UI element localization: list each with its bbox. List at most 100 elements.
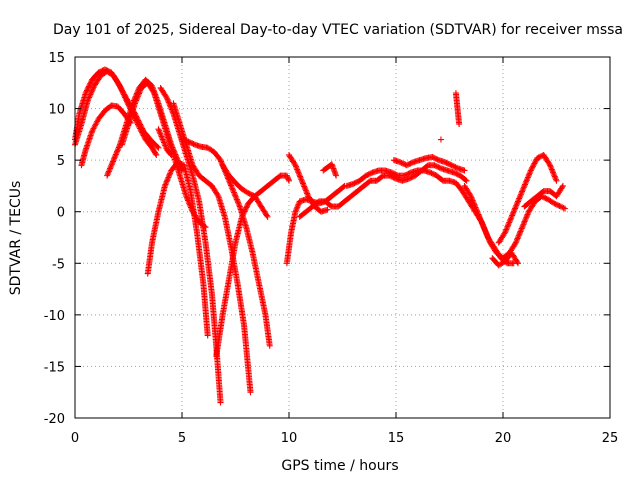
data-point [534,155,541,162]
data-point [512,240,519,247]
data-point [124,97,131,104]
data-point [304,190,311,197]
data-point [187,139,194,146]
data-point [112,151,119,158]
data-point [512,205,519,212]
data-point [401,172,408,179]
data-point [96,68,103,75]
x-tick-label-5: 25 [602,431,619,446]
data-point [553,201,560,208]
data-point [388,169,395,176]
data-point [137,121,144,128]
data-point [401,161,408,168]
sat-track-24 [521,182,566,210]
data-point [303,189,310,196]
data-point [552,174,559,181]
data-point [456,121,463,128]
data-point [236,202,243,209]
data-point [503,225,510,232]
data-point [473,205,480,212]
sat-track-14 [286,151,331,215]
data-point [111,155,118,162]
data-point [183,193,190,200]
data-point [516,229,523,236]
y-tick-label-1: -15 [44,360,65,375]
data-point [103,66,110,73]
data-point [546,161,553,168]
data-point [108,162,115,169]
x-axis-title: GPS time / hours [281,458,398,474]
data-point [473,207,480,214]
data-point [85,83,92,90]
data-point [470,198,477,205]
data-point [136,89,143,96]
data-point [166,171,173,178]
data-point [523,178,530,185]
data-point [520,185,527,192]
data-point [483,231,490,238]
data-point [121,92,128,99]
data-point [163,93,170,100]
data-point [82,90,89,97]
data-point [94,118,101,125]
data-point [164,175,171,182]
data-point [165,99,172,106]
data-point [517,192,524,199]
data-point [514,258,521,265]
data-point [452,170,459,177]
data-point [88,88,95,95]
y-tick-label-3: -5 [52,257,65,272]
data-point [178,161,185,168]
data-point [531,160,538,167]
data-point [431,155,438,162]
data-point [519,222,526,229]
data-point [521,218,528,225]
data-point [226,179,233,186]
data-point [165,174,172,181]
data-point [530,161,537,168]
data-point [523,212,530,219]
data-point [476,214,483,221]
data-point [363,172,370,179]
data-point [297,174,304,181]
data-point [505,220,512,227]
data-point [114,148,121,155]
data-point [84,86,91,93]
data-point [119,87,126,94]
data-point [115,145,122,152]
data-point [529,163,536,170]
data-point [529,164,536,171]
data-point [470,200,477,207]
data-point [477,217,484,224]
data-point [429,170,436,177]
data-point [89,126,96,133]
data-point [302,187,309,194]
x-tick-label-3: 15 [388,431,405,446]
data-point [559,204,566,211]
data-point [475,211,482,218]
data-point [109,158,116,165]
data-point [511,206,518,213]
data-point [101,66,108,73]
data-point [451,163,458,170]
data-point [527,167,534,174]
data-point [501,230,508,237]
data-point [104,172,111,179]
data-point [244,203,251,210]
data-point [107,165,114,172]
data-point [505,222,512,229]
data-point [232,192,239,199]
data-point [427,169,434,176]
data-point [292,162,299,169]
data-point [238,213,245,220]
data-point [164,177,171,184]
data-point [510,209,517,216]
data-point [89,85,96,92]
data-point [105,68,112,75]
data-point [354,179,361,186]
data-point [444,160,451,167]
data-point [134,93,141,100]
sat-track-20 [437,136,444,143]
data-point [118,86,125,93]
data-point [249,192,256,199]
